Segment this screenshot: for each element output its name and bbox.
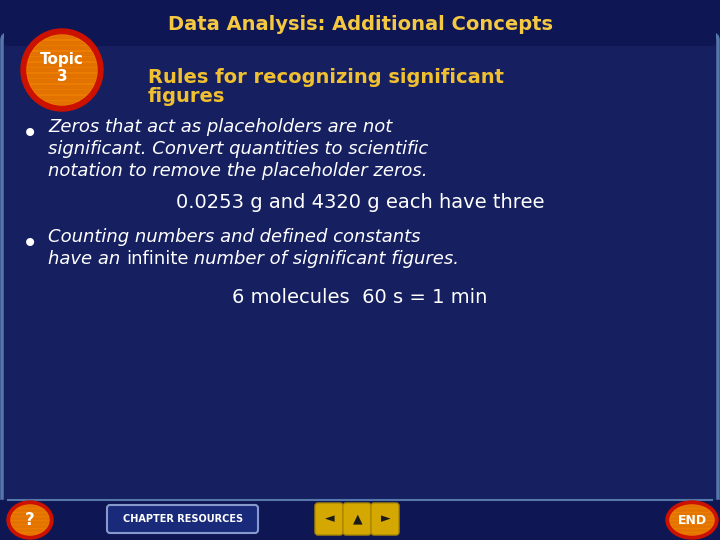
Bar [11,533,49,535]
Text: 6 molecules  60 s = 1 min: 6 molecules 60 s = 1 min [233,288,487,307]
Text: ►: ► [381,512,391,525]
Text: 0.0253 g and 4320 g each have three: 0.0253 g and 4320 g each have three [176,193,544,212]
FancyBboxPatch shape [4,2,716,46]
Text: ◄: ◄ [325,512,335,525]
Bar [27,40,97,44]
FancyBboxPatch shape [107,505,258,533]
Text: CHAPTER RESOURCES: CHAPTER RESOURCES [123,514,243,524]
Bar [11,517,49,519]
Text: figures: figures [148,87,225,106]
Ellipse shape [27,35,97,105]
Bar [11,505,49,507]
Text: infinite: infinite [126,250,189,268]
Text: Counting numbers and defined constants: Counting numbers and defined constants [48,228,420,246]
Bar [670,521,714,523]
FancyBboxPatch shape [371,503,399,535]
Bar [11,509,49,511]
FancyBboxPatch shape [2,34,718,508]
Bar [670,525,714,527]
Text: significant. Convert quantities to scientific: significant. Convert quantities to scien… [48,140,428,158]
Text: •: • [22,120,38,148]
Bar [27,90,97,93]
FancyBboxPatch shape [315,503,343,535]
Bar [670,505,714,507]
Bar [0,500,720,540]
Text: Rules for recognizing significant: Rules for recognizing significant [148,68,504,87]
Text: have an: have an [48,250,126,268]
Bar [27,101,97,104]
Bar [670,533,714,535]
Text: END: END [678,514,706,526]
Text: notation to remove the placeholder zeros.: notation to remove the placeholder zeros… [48,162,428,180]
Text: Topic
3: Topic 3 [40,52,84,84]
Text: •: • [22,230,38,258]
Bar [670,529,714,531]
Bar [27,57,97,60]
Bar [27,73,97,77]
Bar [27,85,97,87]
Bar [670,513,714,515]
Text: number of significant figures.: number of significant figures. [189,250,459,268]
Text: ▲: ▲ [354,512,363,525]
Ellipse shape [21,29,103,111]
Text: ?: ? [25,511,35,529]
Text: Data Analysis: Additional Concepts: Data Analysis: Additional Concepts [168,15,552,33]
Bar [11,513,49,515]
Ellipse shape [11,505,49,535]
FancyBboxPatch shape [343,503,371,535]
Bar [27,68,97,71]
Bar [11,525,49,527]
Bar [27,63,97,65]
Bar [27,52,97,55]
Bar [27,35,97,38]
Text: Zeros that act as placeholders are not: Zeros that act as placeholders are not [48,118,392,136]
Bar [27,96,97,98]
Bar [670,517,714,519]
Bar [27,46,97,49]
Bar [11,521,49,523]
Ellipse shape [7,501,53,539]
Bar [11,529,49,531]
Bar [670,509,714,511]
Ellipse shape [666,501,718,539]
Bar [27,79,97,82]
Ellipse shape [670,505,714,535]
